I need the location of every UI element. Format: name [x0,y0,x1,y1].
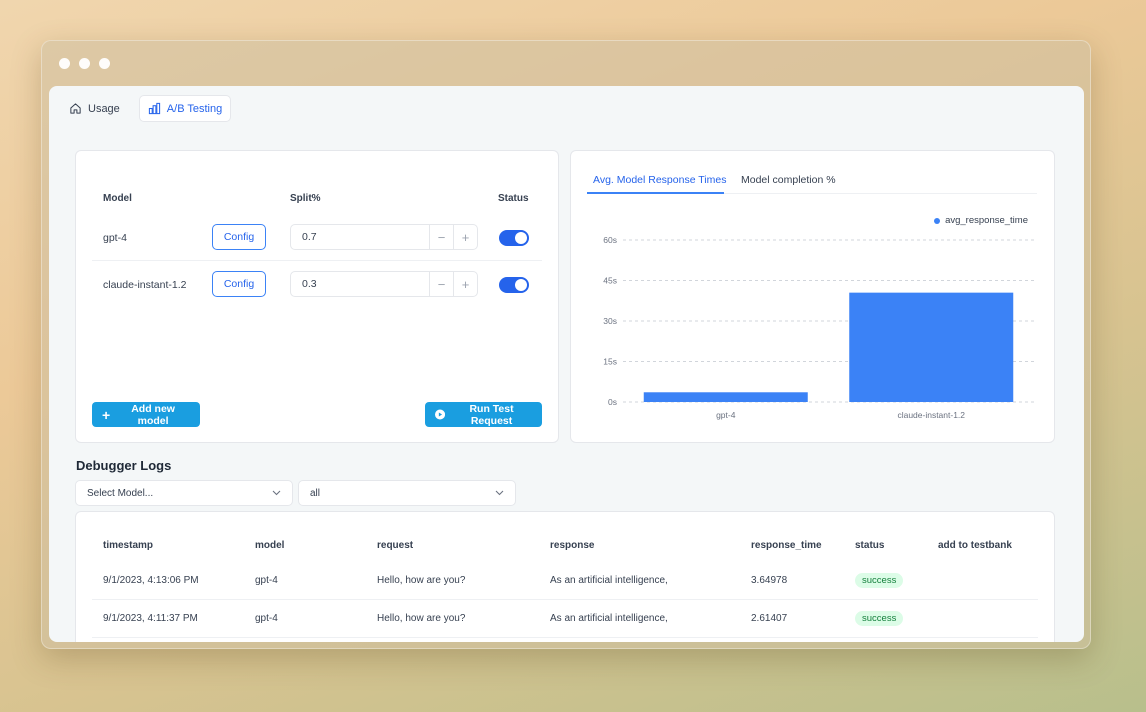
window-minimize-dot[interactable] [79,58,90,69]
header-request: request [377,540,414,551]
run-test-label: Run Test Request [469,402,514,427]
app-content: Usage A/B Testing Model Split% Status gp… [49,86,1084,642]
status-toggle[interactable] [499,230,529,246]
header-add-to-testbank: add to testbank [938,540,1012,551]
y-tick-label: 45s [603,276,617,286]
legend-label: avg_response_time [945,215,1028,226]
tab-model-completion[interactable]: Model completion % [741,174,836,186]
cell-response: As an artificial intelligence, [550,613,668,624]
legend-dot [934,217,941,224]
debugger-logs-title: Debugger Logs [76,458,172,473]
tab-usage-label: Usage [88,102,120,115]
status-column-header: Status [498,193,529,204]
config-button[interactable]: Config [212,271,266,297]
tab-ab-testing-label: A/B Testing [166,102,223,115]
bar-gpt-4[interactable] [643,392,808,402]
cell-request: Hello, how are you? [377,575,466,586]
cell-request: Hello, how are you? [377,613,466,624]
add-model-label: Add new model [131,402,175,427]
tab-avg-response-times[interactable]: Avg. Model Response Times [593,174,727,186]
models-card: Model Split% Status gpt-4 Config − + cla… [75,150,559,443]
tab-ab-testing[interactable]: A/B Testing [139,96,231,121]
y-tick-label: 30s [603,316,617,326]
decrement-button[interactable]: − [429,225,453,249]
add-model-button[interactable]: + Add new model [92,402,200,427]
cell-response-time: 2.61407 [751,613,788,624]
run-test-request-button[interactable]: Run Test Request [425,402,542,427]
active-tab-underline [587,192,724,194]
status-select-value: all [310,487,321,499]
y-tick-label: 0s [608,397,617,407]
cell-model: gpt-4 [255,613,278,624]
logs-table-card: timestamp model request response respons… [75,511,1055,642]
tab-usage[interactable]: Usage [61,96,128,121]
response-time-chart: 0s 15s 30s 45s 60s gpt-4 claude-instant-1.2 [603,235,1034,420]
window-maximize-dot[interactable] [99,58,110,69]
chevron-down-icon [272,490,281,496]
header-response-time: response_time [751,540,822,551]
model-select-placeholder: Select Model... [87,487,154,499]
app-window: Usage A/B Testing Model Split% Status gp… [41,40,1091,649]
home-icon [70,103,81,114]
config-button[interactable]: Config [212,224,266,250]
model-name: claude-instant-1.2 [103,279,187,291]
chart-card: Avg. Model Response Times Model completi… [570,150,1055,443]
row-divider [92,260,542,261]
model-select[interactable]: Select Model... [75,480,293,506]
header-timestamp: timestamp [103,540,154,551]
top-tabs: Usage A/B Testing [61,96,231,121]
y-tick-label: 15s [603,357,617,367]
window-controls [59,58,110,69]
status-badge: success [855,573,904,588]
model-column-header: Model [103,193,132,204]
chart-tabs-divider [587,193,1037,194]
model-name: gpt-4 [103,232,127,244]
x-tick-label: claude-instant-1.2 [897,410,965,420]
status-badge: success [855,611,904,626]
split-input-box: − + [290,271,478,297]
bar-chart-icon [148,102,160,115]
cell-response: As an artificial intelligence, [550,575,668,586]
cell-timestamp: 9/1/2023, 4:11:37 PM [103,613,198,624]
status-select[interactable]: all [298,480,516,506]
chart-legend: avg_response_time [934,215,1028,226]
bar-claude-instant-1.2[interactable] [849,292,1014,402]
cell-model: gpt-4 [255,575,278,586]
split-input[interactable] [291,272,429,296]
status-toggle[interactable] [499,277,529,293]
header-model: model [255,540,285,551]
plus-icon: + [102,406,111,423]
split-input-box: − + [290,224,478,250]
header-response: response [550,540,595,551]
play-circle-icon [435,409,446,420]
window-close-dot[interactable] [59,58,70,69]
increment-button[interactable]: + [453,225,477,249]
x-tick-label: gpt-4 [716,410,736,420]
increment-button[interactable]: + [453,272,477,296]
row-divider [92,599,1038,600]
row-divider [92,637,1038,638]
y-tick-label: 60s [603,235,617,245]
decrement-button[interactable]: − [429,272,453,296]
cell-response-time: 3.64978 [751,575,788,586]
cell-timestamp: 9/1/2023, 4:13:06 PM [103,575,199,586]
chevron-down-icon [495,490,504,496]
split-input[interactable] [291,225,429,249]
header-status: status [855,540,885,551]
split-column-header: Split% [290,193,321,204]
